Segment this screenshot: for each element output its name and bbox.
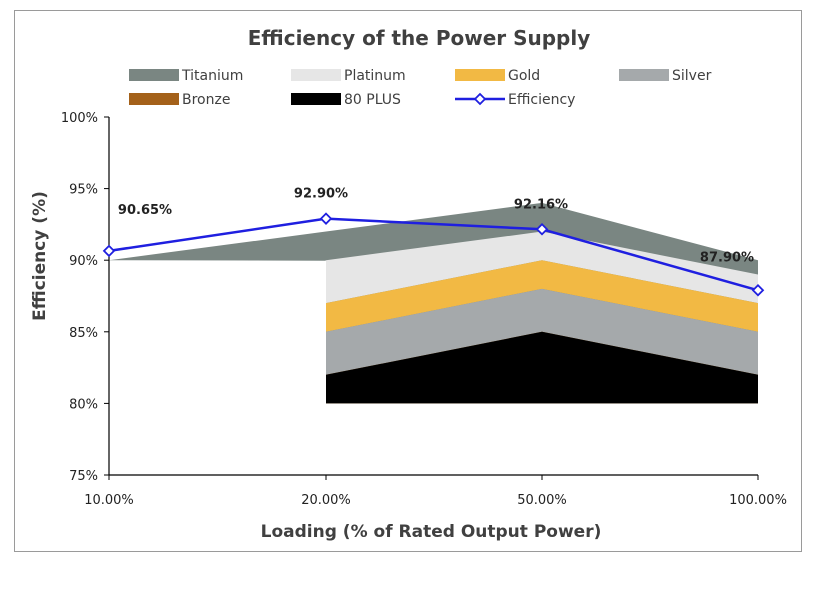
area-80-plus <box>326 331 758 404</box>
data-label: 92.16% <box>514 197 568 212</box>
x-tick-label: 50.00% <box>517 493 567 508</box>
x-axis-title: Loading (% of Rated Output Power) <box>261 522 602 542</box>
plot-areas <box>109 202 758 476</box>
area-gold <box>326 260 758 332</box>
chart-frame: Efficiency of the Power Supply 75% 80% 85%… <box>14 10 802 552</box>
efficiency-marker <box>535 222 549 236</box>
area-platinum <box>326 231 758 304</box>
efficiency-line-group: 90.65% 92.90% 92.16% 87.90% <box>102 187 765 297</box>
legend-label: Silver <box>672 68 712 84</box>
axes: 75% 80% 85% 90% 95% 100% 10.00% 20.00% 50.00% 100… <box>61 111 787 508</box>
efficiency-line <box>108 217 759 292</box>
y-axis-title: Efficiency (%) <box>30 191 50 321</box>
legend: Titanium Platinum Gold Silver Bronze 80 PLUS E… <box>129 68 712 108</box>
y-tick-label: 95% <box>69 183 98 198</box>
y-tick-label: 90% <box>69 254 98 269</box>
x-tick-label: 10.00% <box>84 493 134 508</box>
y-tick-label: 100% <box>61 111 98 126</box>
legend-swatch <box>291 93 341 105</box>
legend-label: Bronze <box>182 92 230 108</box>
legend-swatch <box>129 69 179 81</box>
y-tick-label: 85% <box>69 326 98 341</box>
efficiency-marker <box>102 244 116 258</box>
efficiency-marker <box>751 283 765 297</box>
legend-swatch <box>129 93 179 105</box>
legend-label: Gold <box>508 68 540 84</box>
legend-marker-efficiency <box>473 92 487 106</box>
data-label: 90.65% <box>118 203 172 218</box>
x-tick-label: 20.00% <box>301 493 351 508</box>
data-label: 87.90% <box>700 250 754 265</box>
legend-label: 80 PLUS <box>344 92 401 108</box>
legend-swatch <box>455 69 505 81</box>
chart-svg: Efficiency of the Power Supply 75% 80% 85%… <box>30 26 787 542</box>
legend-label: Efficiency <box>508 92 575 108</box>
legend-swatch <box>291 69 341 81</box>
efficiency-marker <box>319 212 333 225</box>
data-label: 92.90% <box>294 187 348 202</box>
y-tick-label: 80% <box>69 397 98 412</box>
chart-title: Efficiency of the Power Supply <box>248 26 591 50</box>
area-blank <box>109 260 326 475</box>
legend-label: Platinum <box>344 68 406 84</box>
legend-label: Titanium <box>181 68 243 84</box>
y-tick-label: 75% <box>69 469 98 484</box>
x-tick-label: 100.00% <box>729 493 787 508</box>
legend-swatch <box>619 69 669 81</box>
